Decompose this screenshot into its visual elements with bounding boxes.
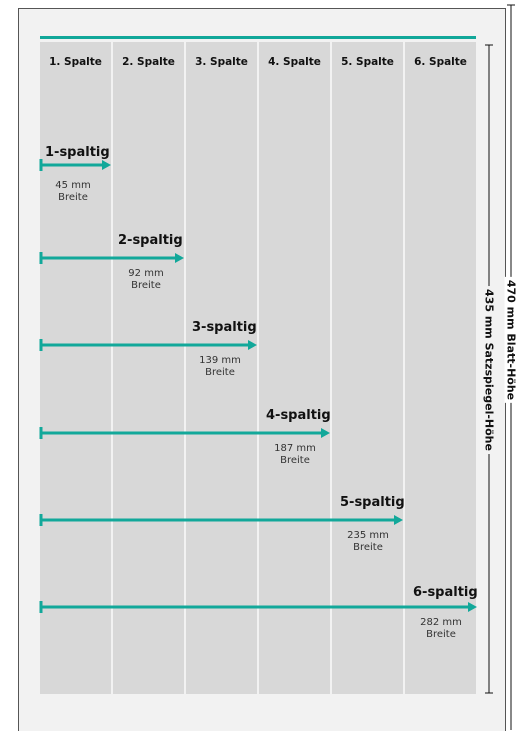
span-width-6: 282 mm Breite: [411, 617, 471, 641]
column-header: 2. Spalte: [122, 56, 175, 68]
span-arrow-1: [39, 159, 111, 171]
column-header: 6. Spalte: [414, 56, 467, 68]
column-header: 4. Spalte: [268, 56, 321, 68]
span-width-value: 187 mm: [274, 443, 316, 454]
span-width-value: 139 mm: [199, 355, 241, 366]
column-6: 6. Spalte: [405, 42, 476, 694]
column-2: 2. Spalte: [113, 42, 184, 694]
column-4: 4. Spalte: [259, 42, 330, 694]
span-width-2: 92 mm Breite: [116, 268, 176, 292]
span-arrow-2: [39, 252, 184, 264]
column-1: 1. Spalte: [40, 42, 111, 694]
type-area-top-line: [40, 36, 476, 39]
type-area-height-label: 435 mm Satzspiegel-Höhe: [482, 286, 496, 454]
sheet-height-label: 470 mm Blatt-Höhe: [504, 276, 518, 404]
span-title-4: 4-spaltig: [266, 408, 331, 423]
column-3: 3. Spalte: [186, 42, 257, 694]
span-width-label: Breite: [353, 542, 383, 553]
span-title-6: 6-spaltig: [413, 585, 478, 600]
span-width-label: Breite: [131, 280, 161, 291]
span-width-label: Breite: [280, 455, 310, 466]
span-arrow-6: [39, 601, 477, 613]
column-5: 5. Spalte: [332, 42, 403, 694]
span-arrow-3: [39, 339, 257, 351]
span-width-label: Breite: [426, 629, 456, 640]
span-width-3: 139 mm Breite: [190, 355, 250, 379]
span-title-3: 3-spaltig: [192, 320, 257, 335]
span-width-value: 282 mm: [420, 617, 462, 628]
span-width-value: 45 mm: [55, 180, 91, 191]
span-width-4: 187 mm Breite: [265, 443, 325, 467]
span-width-label: Breite: [58, 192, 88, 203]
span-title-2: 2-spaltig: [118, 233, 183, 248]
span-title-1: 1-spaltig: [45, 145, 110, 160]
span-width-value: 235 mm: [347, 530, 389, 541]
column-header: 1. Spalte: [49, 56, 102, 68]
column-header: 5. Spalte: [341, 56, 394, 68]
span-width-5: 235 mm Breite: [338, 530, 398, 554]
span-arrow-4: [39, 427, 330, 439]
column-header: 3. Spalte: [195, 56, 248, 68]
span-width-1: 45 mm Breite: [43, 180, 103, 204]
span-title-5: 5-spaltig: [340, 495, 405, 510]
span-arrow-5: [39, 514, 403, 526]
span-width-label: Breite: [205, 367, 235, 378]
span-width-value: 92 mm: [128, 268, 164, 279]
